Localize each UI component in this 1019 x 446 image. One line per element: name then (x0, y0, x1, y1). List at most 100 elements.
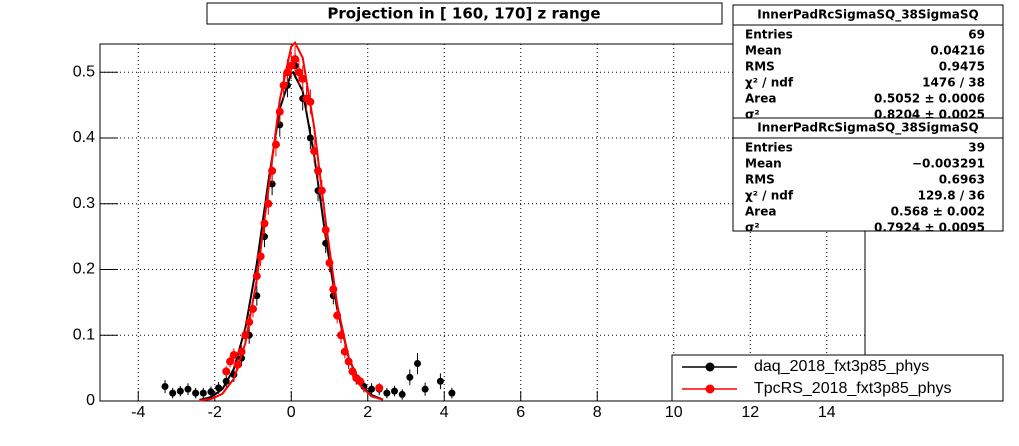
stats-value: 0.568 ± 0.002 (891, 205, 985, 219)
data-point (268, 166, 277, 175)
data-point (161, 383, 169, 391)
y-tick-label: 0.2 (73, 261, 95, 278)
x-tick-label: 12 (741, 404, 759, 421)
data-point (222, 367, 231, 376)
x-tick-label: -2 (208, 404, 222, 421)
data-point (260, 219, 269, 228)
stats-value: −0.003291 (912, 157, 985, 171)
data-point (256, 252, 265, 261)
stats-value: 1476 / 38 (922, 76, 985, 90)
x-tick-label: 14 (818, 404, 836, 421)
data-point (233, 360, 242, 369)
x-tick-label: 0 (287, 404, 296, 421)
data-point (436, 377, 444, 385)
data-point (271, 140, 280, 149)
stats-value: 0.9475 (939, 60, 985, 74)
x-tick-label: 6 (516, 404, 525, 421)
data-point (317, 186, 326, 195)
y-tick-label: 0 (86, 392, 95, 409)
stats-label: χ² / ndf (745, 189, 794, 203)
data-point (298, 74, 307, 83)
data-point (199, 389, 207, 397)
data-point (306, 97, 315, 106)
stats-label: Mean (745, 157, 782, 171)
data-point (287, 61, 296, 70)
x-tick-label: 4 (440, 404, 449, 421)
stats-value: 129.8 / 36 (918, 189, 985, 203)
title-box (206, 2, 723, 25)
data-point (275, 107, 284, 116)
data-point (336, 331, 345, 340)
data-point (314, 166, 323, 175)
data-point (448, 389, 456, 397)
data-point (245, 318, 254, 327)
legend-marker (705, 384, 715, 394)
stats-label: Mean (745, 44, 782, 58)
data-point (252, 272, 261, 281)
data-point (368, 385, 376, 393)
data-point (294, 68, 303, 77)
stats-value: 69 (968, 28, 985, 42)
data-point (229, 350, 238, 359)
data-point (276, 121, 284, 129)
stats-value: 0.7924 ± 0.0095 (874, 221, 985, 235)
stats-title: InnerPadRcSigmaSQ_38SigmaSQ (757, 121, 978, 136)
data-point (322, 239, 330, 247)
data-point (421, 385, 429, 393)
data-point (268, 180, 276, 188)
data-point (249, 304, 257, 313)
data-point (356, 377, 365, 386)
legend-marker (705, 362, 715, 372)
stats-label: Entries (745, 28, 793, 42)
stats-label: Area (745, 92, 776, 106)
x-tick-label: 10 (665, 404, 683, 421)
data-point (241, 331, 250, 340)
data-point (184, 385, 192, 393)
stats-label: χ² / ndf (745, 76, 794, 90)
data-point (237, 347, 246, 356)
stats-label: σ² (745, 221, 760, 235)
data-point (398, 390, 406, 398)
stats-label: Entries (745, 141, 793, 155)
y-tick-label: 0.3 (73, 195, 95, 212)
y-tick-label: 0.5 (73, 63, 95, 80)
data-point (291, 55, 300, 64)
data-point (325, 258, 334, 267)
data-point (283, 68, 292, 77)
data-point (383, 389, 391, 397)
stats-label: RMS (745, 60, 775, 74)
legend-label: daq_2018_fxt3p85_phys (754, 358, 929, 375)
data-point (306, 134, 314, 142)
data-point (348, 367, 357, 376)
stats-label: Area (745, 205, 776, 219)
x-tick-label: 8 (593, 404, 602, 421)
data-point (340, 347, 349, 356)
y-tick-label: 0.1 (73, 326, 95, 343)
legend-box (671, 354, 1004, 402)
data-point (375, 383, 384, 392)
data-point (344, 357, 353, 366)
stats-value: 0.04216 (930, 44, 985, 58)
stats-value: 0.6963 (939, 173, 985, 187)
data-point (279, 81, 288, 90)
data-point (391, 387, 399, 395)
stats-label: RMS (745, 173, 775, 187)
data-point (321, 226, 330, 235)
stats-title: InnerPadRcSigmaSQ_38SigmaSQ (757, 8, 978, 23)
data-point (192, 389, 200, 397)
stats-value: 0.5052 ± 0.0006 (874, 92, 985, 106)
data-point (176, 387, 184, 395)
data-point (329, 285, 338, 294)
x-tick-label: -4 (131, 404, 145, 421)
data-point (169, 389, 177, 397)
stats-box (732, 117, 1004, 232)
data-point (406, 373, 414, 381)
chart-title: Projection in [ 160, 170] z range (327, 5, 600, 23)
legend-label: TpcRS_2018_fxt3p85_phys (754, 380, 951, 397)
data-point (222, 377, 230, 385)
x-tick-label: 2 (363, 404, 372, 421)
data-point (207, 388, 215, 396)
data-point (310, 147, 319, 156)
